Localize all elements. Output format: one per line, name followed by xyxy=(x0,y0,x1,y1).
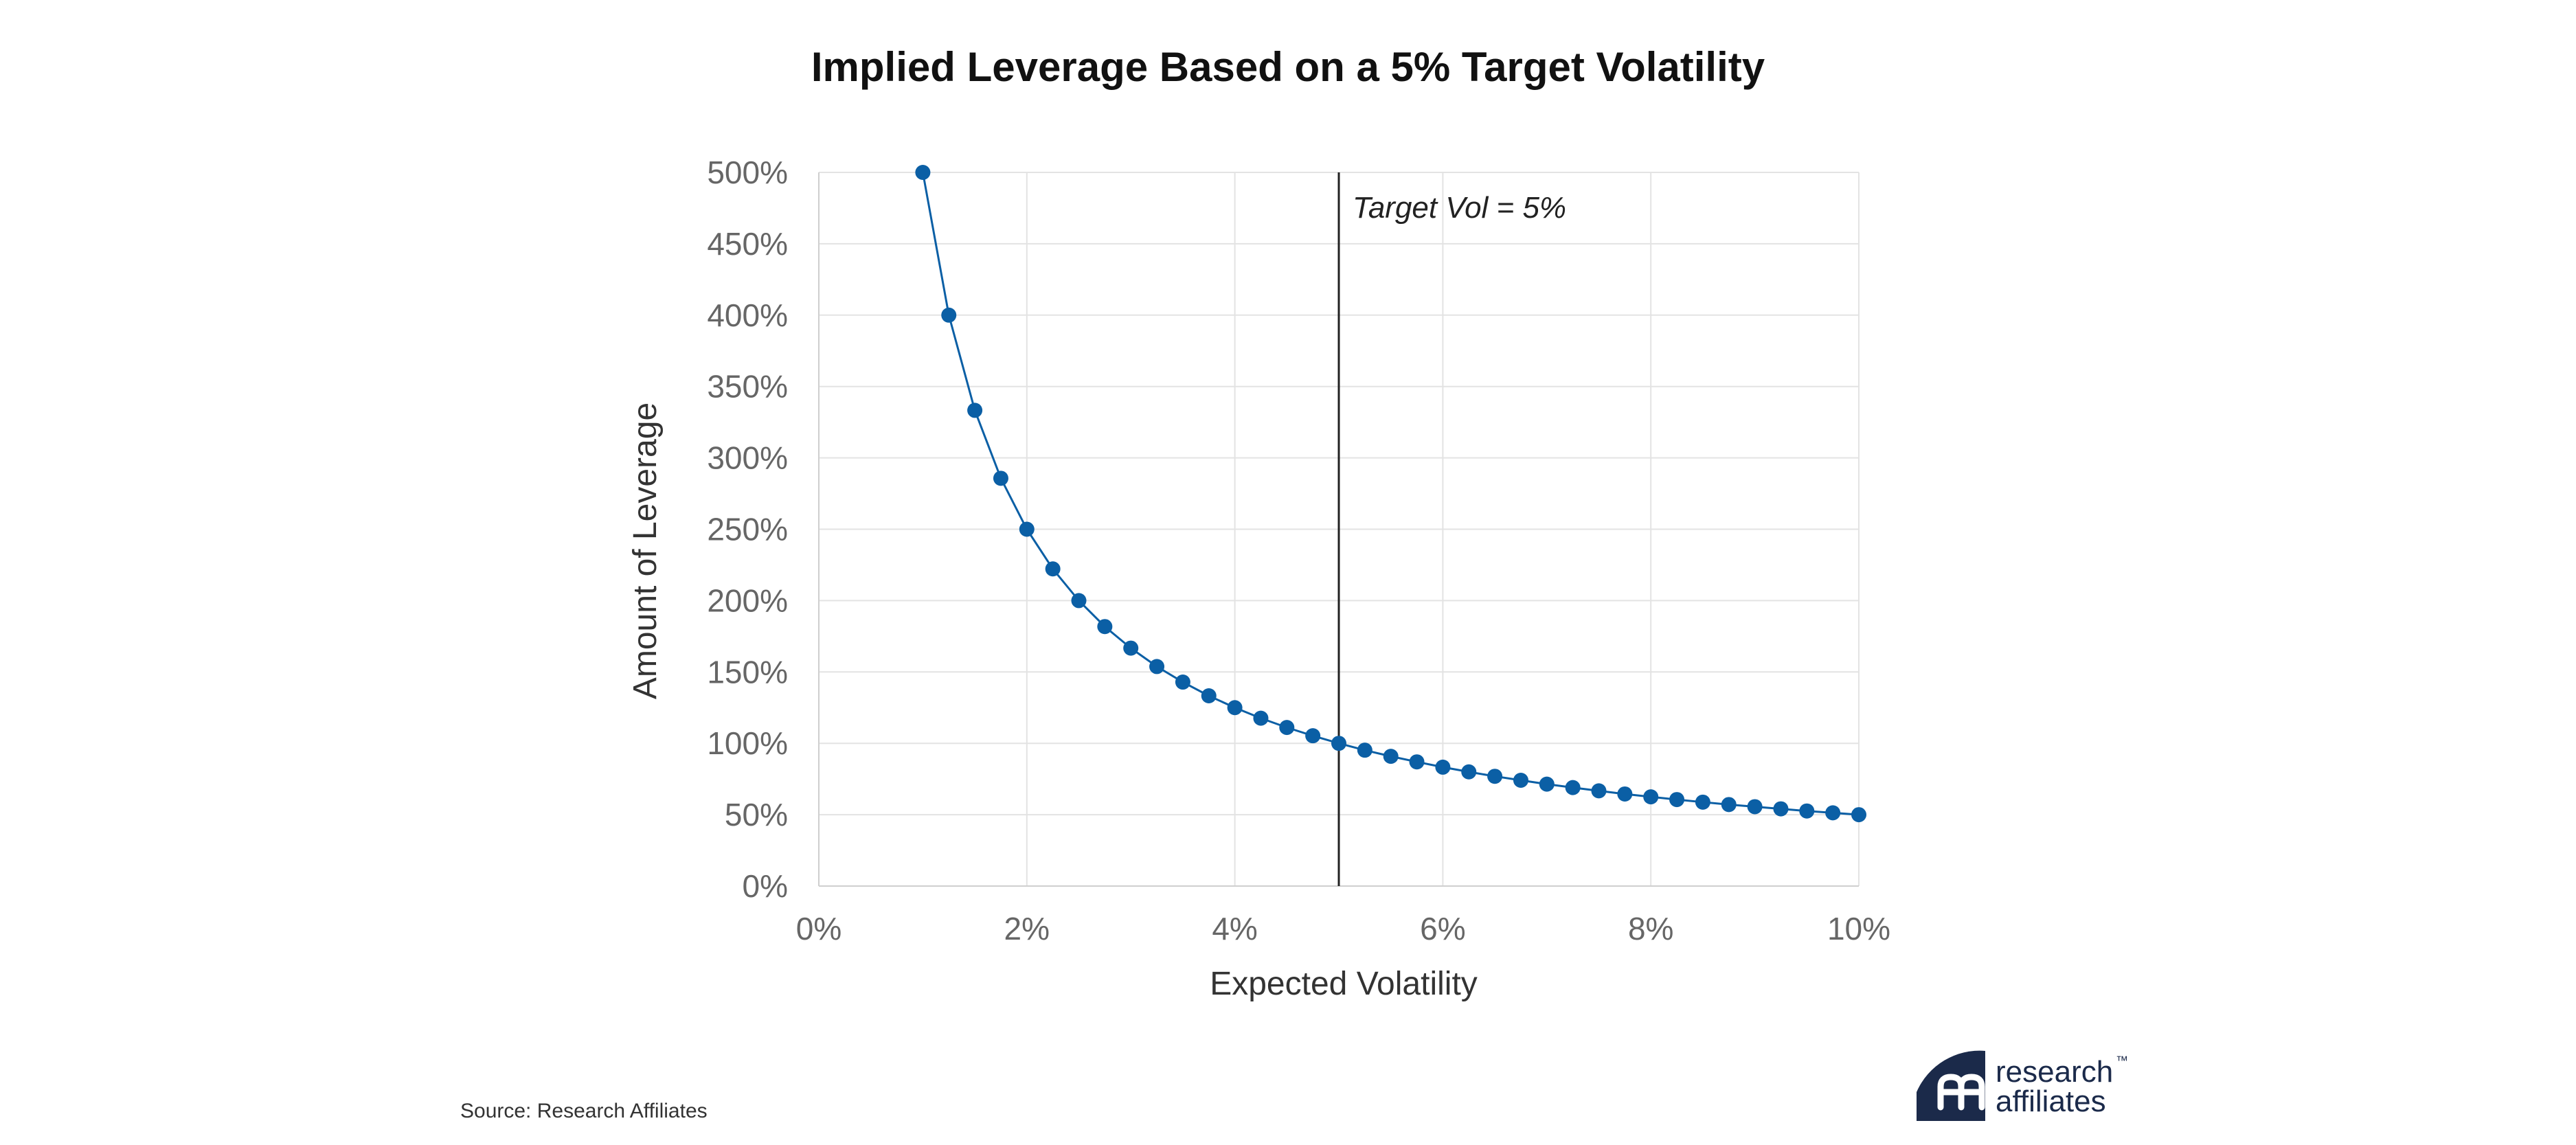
data-point xyxy=(1539,776,1555,792)
y-tick-label: 500% xyxy=(707,155,788,190)
x-axis-label: Expected Volatility xyxy=(1210,966,1478,1002)
annotations: Target Vol = 5% xyxy=(1337,172,1566,886)
y-tick-label: 250% xyxy=(707,512,788,547)
data-point xyxy=(1643,789,1659,805)
data-point xyxy=(1461,764,1477,780)
y-tick-label: 0% xyxy=(743,868,788,904)
x-tick-label: 8% xyxy=(1628,911,1673,946)
chart-title: Implied Leverage Based on a 5% Target Vo… xyxy=(811,44,1765,90)
data-point xyxy=(1669,792,1685,808)
data-point xyxy=(1019,521,1035,537)
y-tick-label: 350% xyxy=(707,369,788,405)
data-point xyxy=(1253,710,1269,726)
brand-name-line1: research xyxy=(1996,1055,2113,1089)
data-point xyxy=(1279,720,1295,736)
x-tick-label: 6% xyxy=(1420,911,1465,946)
brand-logo: research ™ affiliates xyxy=(1917,1050,2128,1121)
source-note: Source: Research Affiliates xyxy=(460,1100,708,1122)
tick-labels: 0% 2% 4% 6% 8% 10% 0% 50% 100% 150% 200% 250% 300% 35… xyxy=(707,155,1890,946)
x-tick-label: 10% xyxy=(1827,911,1890,946)
data-point xyxy=(1799,803,1815,819)
data-point xyxy=(915,165,931,180)
data-point xyxy=(1045,561,1061,577)
y-tick-label: 450% xyxy=(707,226,788,262)
data-point xyxy=(1357,742,1372,758)
data-point xyxy=(941,307,957,323)
logo-mark-icon xyxy=(1917,1050,1985,1121)
data-point xyxy=(1617,786,1633,802)
y-tick-label: 200% xyxy=(707,582,788,618)
data-point xyxy=(1591,783,1607,799)
data-point xyxy=(1383,749,1399,764)
data-point xyxy=(1123,640,1139,656)
brand-name-line2: affiliates xyxy=(1996,1085,2106,1118)
data-point xyxy=(1695,794,1710,810)
y-tick-label: 400% xyxy=(707,297,788,333)
x-tick-label: 0% xyxy=(796,911,841,946)
data-point xyxy=(1175,674,1190,690)
series-line xyxy=(921,172,1860,816)
target-vol-label: Target Vol = 5% xyxy=(1353,191,1566,225)
y-tick-label: 50% xyxy=(725,797,788,832)
data-point xyxy=(1149,659,1165,674)
data-point xyxy=(1487,769,1503,784)
y-tick-label: 100% xyxy=(707,725,788,761)
data-point xyxy=(1331,736,1346,751)
data-point xyxy=(1747,799,1763,815)
data-point xyxy=(1825,805,1841,821)
logo-glyph-icon xyxy=(1937,1074,1985,1111)
data-point xyxy=(967,403,983,418)
data-point xyxy=(1565,780,1581,795)
y-axis-label: Amount of Leverage xyxy=(627,403,664,699)
data-point xyxy=(993,471,1008,486)
y-tick-label: 150% xyxy=(707,654,788,690)
data-point xyxy=(1071,593,1087,609)
y-tick-label: 300% xyxy=(707,440,788,476)
data-point xyxy=(1409,754,1425,770)
data-point xyxy=(1227,700,1243,716)
data-point xyxy=(1435,759,1451,775)
data-point xyxy=(1201,688,1217,704)
data-point xyxy=(1851,807,1866,823)
data-point xyxy=(1097,619,1113,635)
data-point xyxy=(1305,728,1321,744)
x-tick-label: 2% xyxy=(1004,911,1050,946)
data-point xyxy=(1513,773,1528,789)
brand-trademark: ™ xyxy=(2116,1054,2128,1067)
data-point xyxy=(1773,801,1789,817)
series xyxy=(915,165,1866,823)
data-point xyxy=(1721,797,1737,813)
x-tick-label: 4% xyxy=(1212,911,1257,946)
